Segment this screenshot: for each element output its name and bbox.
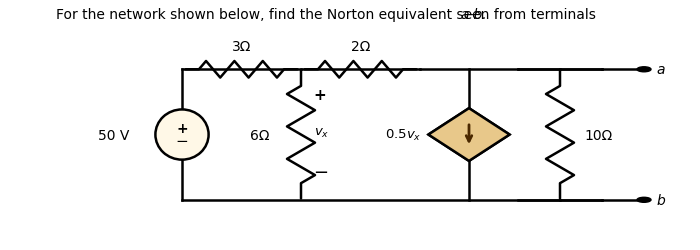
Text: a-b.: a-b. xyxy=(461,8,487,22)
Text: +: + xyxy=(176,122,188,136)
Text: 10Ω: 10Ω xyxy=(584,128,612,142)
Text: 6Ω: 6Ω xyxy=(250,128,270,142)
Text: +: + xyxy=(314,88,326,102)
Text: $v_x$: $v_x$ xyxy=(314,126,329,139)
Circle shape xyxy=(637,198,651,202)
Text: $0.5v_x$: $0.5v_x$ xyxy=(385,128,421,142)
Ellipse shape xyxy=(155,110,209,160)
Text: 50 V: 50 V xyxy=(98,128,129,142)
Text: b: b xyxy=(657,193,665,207)
Text: 3Ω: 3Ω xyxy=(232,40,251,54)
Circle shape xyxy=(637,68,651,72)
Text: −: − xyxy=(314,164,329,182)
Polygon shape xyxy=(428,109,510,161)
Text: 2Ω: 2Ω xyxy=(351,40,370,54)
Text: For the network shown below, find the Norton equivalent seen from terminals: For the network shown below, find the No… xyxy=(56,8,601,22)
Text: −: − xyxy=(176,134,188,149)
Text: a: a xyxy=(657,63,665,77)
